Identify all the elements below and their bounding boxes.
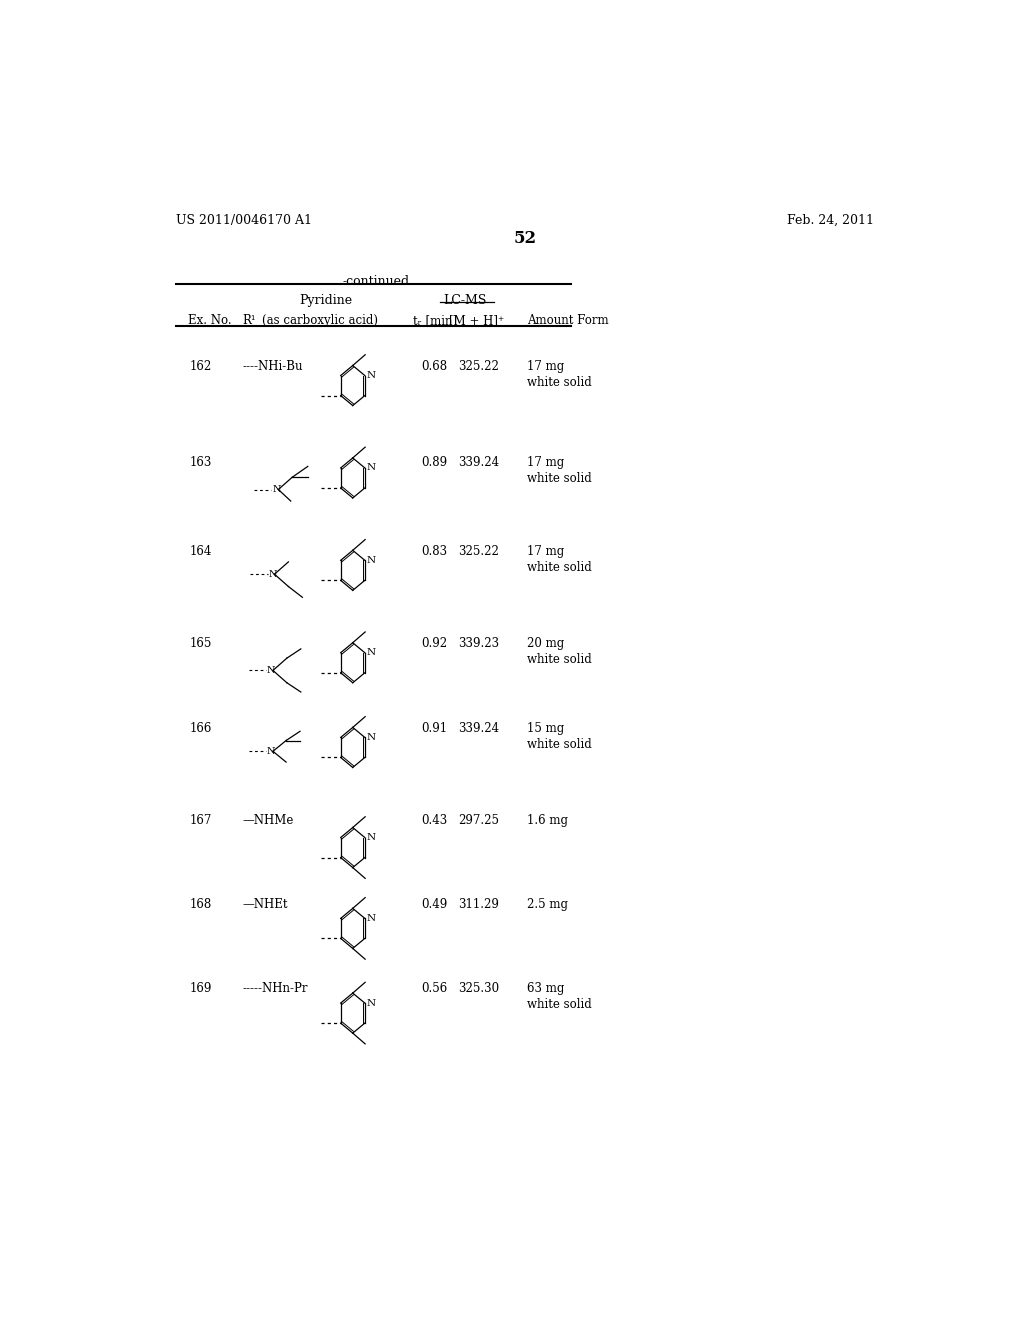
Text: R¹: R¹ bbox=[243, 314, 256, 327]
Text: N: N bbox=[367, 371, 376, 380]
Text: 339.24: 339.24 bbox=[458, 457, 499, 470]
Text: 169: 169 bbox=[190, 982, 212, 995]
Text: N: N bbox=[367, 913, 376, 923]
Text: 166: 166 bbox=[190, 722, 212, 735]
Text: -----NHn-Pr: -----NHn-Pr bbox=[243, 982, 308, 995]
Text: 325.22: 325.22 bbox=[458, 360, 499, 374]
Text: 17 mg
white solid: 17 mg white solid bbox=[527, 457, 592, 486]
Text: Ex. No.: Ex. No. bbox=[187, 314, 231, 327]
Text: [M + H]⁺: [M + H]⁺ bbox=[450, 314, 504, 327]
Text: 0.92: 0.92 bbox=[421, 638, 447, 651]
Text: 1.6 mg: 1.6 mg bbox=[527, 814, 568, 828]
Text: 168: 168 bbox=[190, 898, 212, 911]
Text: —NHMe: —NHMe bbox=[243, 814, 294, 828]
Text: N: N bbox=[367, 648, 376, 657]
Text: US 2011/0046170 A1: US 2011/0046170 A1 bbox=[176, 214, 312, 227]
Text: 297.25: 297.25 bbox=[458, 814, 499, 828]
Text: 325.22: 325.22 bbox=[458, 545, 499, 558]
Text: Feb. 24, 2011: Feb. 24, 2011 bbox=[786, 214, 873, 227]
Text: N: N bbox=[367, 556, 376, 565]
Text: 339.24: 339.24 bbox=[458, 722, 499, 735]
Text: tᵣ [min]: tᵣ [min] bbox=[413, 314, 457, 327]
Text: 163: 163 bbox=[190, 457, 212, 470]
Text: N: N bbox=[266, 667, 275, 675]
Text: 311.29: 311.29 bbox=[458, 898, 499, 911]
Text: Amount Form: Amount Form bbox=[527, 314, 608, 327]
Text: 52: 52 bbox=[513, 230, 537, 247]
Text: 165: 165 bbox=[190, 638, 212, 651]
Text: ----NHi-Bu: ----NHi-Bu bbox=[243, 360, 303, 374]
Text: 325.30: 325.30 bbox=[458, 982, 499, 995]
Text: N: N bbox=[367, 733, 376, 742]
Text: 0.49: 0.49 bbox=[421, 898, 447, 911]
Text: -continued: -continued bbox=[342, 276, 410, 289]
Text: (as carboxylic acid): (as carboxylic acid) bbox=[262, 314, 378, 327]
Text: 167: 167 bbox=[190, 814, 212, 828]
Text: 20 mg
white solid: 20 mg white solid bbox=[527, 638, 592, 667]
Text: 15 mg
white solid: 15 mg white solid bbox=[527, 722, 592, 751]
Text: N: N bbox=[367, 999, 376, 1007]
Text: 0.83: 0.83 bbox=[421, 545, 447, 558]
Text: 63 mg
white solid: 63 mg white solid bbox=[527, 982, 592, 1011]
Text: 0.56: 0.56 bbox=[421, 982, 447, 995]
Text: Pyridine: Pyridine bbox=[299, 294, 352, 308]
Text: 2.5 mg: 2.5 mg bbox=[527, 898, 568, 911]
Text: 0.68: 0.68 bbox=[421, 360, 447, 374]
Text: 17 mg
white solid: 17 mg white solid bbox=[527, 545, 592, 574]
Text: 162: 162 bbox=[190, 360, 212, 374]
Text: LC-MS: LC-MS bbox=[443, 294, 486, 308]
Text: —NHEt: —NHEt bbox=[243, 898, 288, 911]
Text: 339.23: 339.23 bbox=[458, 638, 499, 651]
Text: N: N bbox=[367, 833, 376, 842]
Text: N: N bbox=[367, 463, 376, 473]
Text: N: N bbox=[268, 570, 276, 578]
Text: 0.89: 0.89 bbox=[421, 457, 447, 470]
Text: N: N bbox=[266, 747, 275, 756]
Text: 164: 164 bbox=[190, 545, 212, 558]
Text: 17 mg
white solid: 17 mg white solid bbox=[527, 360, 592, 389]
Text: 0.43: 0.43 bbox=[421, 814, 447, 828]
Text: N: N bbox=[272, 484, 281, 494]
Text: 0.91: 0.91 bbox=[421, 722, 447, 735]
